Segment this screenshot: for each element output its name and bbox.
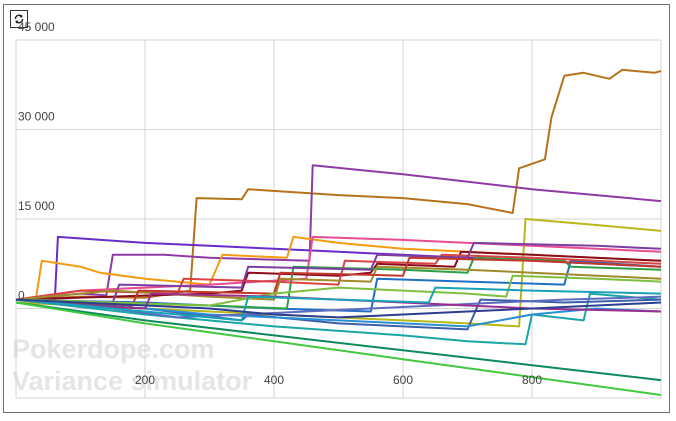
watermark-line2: Variance simulator xyxy=(12,366,253,396)
series-line xyxy=(15,298,662,319)
series-line xyxy=(15,235,662,301)
x-tick-label: 600 xyxy=(393,373,413,387)
series-line xyxy=(15,68,662,301)
y-tick-label: 30 000 xyxy=(18,110,55,124)
series-line xyxy=(15,256,662,307)
y-tick-label: 45 000 xyxy=(18,20,55,34)
tick-labels: 200 400 600 800 0 15 000 30 000 45 000 xyxy=(18,20,542,387)
series-line xyxy=(15,235,662,304)
refresh-icon xyxy=(14,14,24,24)
series-line xyxy=(15,164,662,301)
x-tick-label: 400 xyxy=(264,373,284,387)
x-tick-label: 800 xyxy=(522,373,542,387)
refresh-button[interactable] xyxy=(10,10,28,28)
series-line xyxy=(15,301,662,396)
series-line xyxy=(15,286,662,322)
watermark: Pokerdope.com Variance simulator xyxy=(12,334,253,396)
series-line xyxy=(15,274,662,307)
series-line xyxy=(15,295,662,319)
y-tick-label: 0 xyxy=(18,289,25,303)
y-tick-label: 15 000 xyxy=(18,199,55,213)
series-line xyxy=(15,301,662,382)
series-line xyxy=(15,218,662,328)
chart-frame xyxy=(3,4,670,413)
series-lines xyxy=(15,68,662,396)
series-line xyxy=(15,292,662,346)
x-tick-label: 200 xyxy=(135,373,155,387)
watermark-line1: Pokerdope.com xyxy=(12,334,215,364)
